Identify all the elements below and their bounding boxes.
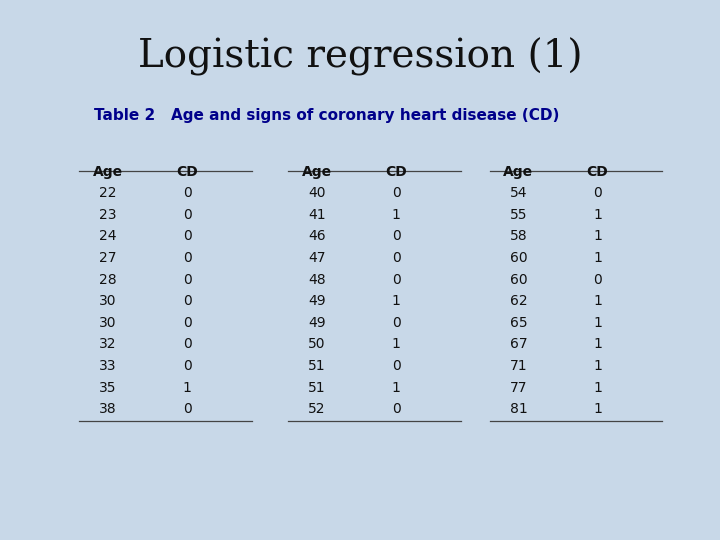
Text: 51: 51: [308, 381, 325, 395]
Text: 1: 1: [593, 294, 602, 308]
Text: 0: 0: [183, 273, 192, 287]
Text: 1: 1: [392, 208, 400, 222]
Text: 1: 1: [392, 294, 400, 308]
Text: 46: 46: [308, 230, 325, 244]
Text: 49: 49: [308, 294, 325, 308]
Text: 1: 1: [392, 338, 400, 352]
Text: 24: 24: [99, 230, 117, 244]
Text: 50: 50: [308, 338, 325, 352]
Text: 0: 0: [392, 359, 400, 373]
Text: 0: 0: [183, 251, 192, 265]
Text: 47: 47: [308, 251, 325, 265]
Text: 0: 0: [593, 186, 602, 200]
Text: 49: 49: [308, 316, 325, 330]
Text: Age: Age: [503, 165, 534, 179]
Text: 77: 77: [510, 381, 527, 395]
Text: 0: 0: [183, 338, 192, 352]
Text: 0: 0: [392, 230, 400, 244]
Text: 0: 0: [593, 273, 602, 287]
Text: 35: 35: [99, 381, 117, 395]
Text: 1: 1: [593, 338, 602, 352]
Text: 1: 1: [593, 251, 602, 265]
Text: 0: 0: [183, 359, 192, 373]
Text: CD: CD: [587, 165, 608, 179]
Text: 65: 65: [510, 316, 527, 330]
Text: 40: 40: [308, 186, 325, 200]
Text: Logistic regression (1): Logistic regression (1): [138, 38, 582, 76]
Text: 0: 0: [392, 273, 400, 287]
Text: 1: 1: [183, 381, 192, 395]
Text: 67: 67: [510, 338, 527, 352]
Text: 1: 1: [593, 230, 602, 244]
Text: 0: 0: [183, 186, 192, 200]
Text: 51: 51: [308, 359, 325, 373]
Text: 30: 30: [99, 316, 117, 330]
Text: 1: 1: [593, 402, 602, 416]
Text: 38: 38: [99, 402, 117, 416]
Text: 52: 52: [308, 402, 325, 416]
Text: 62: 62: [510, 294, 527, 308]
Text: 0: 0: [183, 402, 192, 416]
Text: 28: 28: [99, 273, 117, 287]
Text: 48: 48: [308, 273, 325, 287]
Text: 0: 0: [392, 402, 400, 416]
Text: CD: CD: [385, 165, 407, 179]
Text: 1: 1: [392, 381, 400, 395]
Text: 30: 30: [99, 294, 117, 308]
Text: 0: 0: [183, 208, 192, 222]
Text: 0: 0: [392, 316, 400, 330]
Text: 0: 0: [183, 294, 192, 308]
Text: 54: 54: [510, 186, 527, 200]
Text: 1: 1: [593, 208, 602, 222]
Text: 60: 60: [510, 273, 527, 287]
Text: 33: 33: [99, 359, 117, 373]
Text: 27: 27: [99, 251, 117, 265]
Text: 1: 1: [593, 381, 602, 395]
Text: Table 2   Age and signs of coronary heart disease (CD): Table 2 Age and signs of coronary heart …: [94, 108, 559, 123]
Text: 1: 1: [593, 359, 602, 373]
Text: 0: 0: [392, 251, 400, 265]
Text: 58: 58: [510, 230, 527, 244]
Text: 81: 81: [510, 402, 527, 416]
Text: 60: 60: [510, 251, 527, 265]
Text: 22: 22: [99, 186, 117, 200]
Text: 0: 0: [392, 186, 400, 200]
Text: 41: 41: [308, 208, 325, 222]
Text: 0: 0: [183, 230, 192, 244]
Text: 55: 55: [510, 208, 527, 222]
Text: Age: Age: [302, 165, 332, 179]
Text: 23: 23: [99, 208, 117, 222]
Text: Age: Age: [93, 165, 123, 179]
Text: 71: 71: [510, 359, 527, 373]
Text: CD: CD: [176, 165, 198, 179]
Text: 1: 1: [593, 316, 602, 330]
Text: 32: 32: [99, 338, 117, 352]
Text: 0: 0: [183, 316, 192, 330]
